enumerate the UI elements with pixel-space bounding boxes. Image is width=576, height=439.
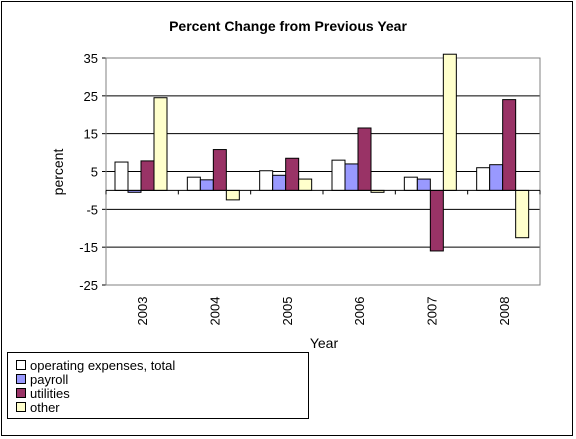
bar: [403, 176, 418, 191]
y-tick-label: 25: [84, 89, 98, 104]
bar: [114, 161, 129, 191]
legend-item: operating expenses, total: [16, 357, 308, 373]
legend-label: operating expenses, total: [30, 357, 176, 373]
bar: [442, 53, 457, 191]
bar: [272, 174, 287, 191]
legend: operating expenses, total payroll utilitie…: [7, 352, 309, 419]
plot-border: [105, 57, 541, 286]
bar: [199, 179, 214, 191]
legend-item: other: [16, 399, 308, 415]
bar: [331, 159, 346, 191]
x-tick-label: 2003: [135, 297, 150, 326]
bar: [140, 160, 155, 191]
x-axis-label: Year: [310, 335, 339, 351]
y-tick-label: 15: [84, 127, 98, 142]
bar: [212, 149, 227, 191]
plot-area: 35 25 15 5 -5 -15 -25 2003 2004 2005 2006 2007 2008: [79, 51, 541, 326]
legend-item: payroll: [16, 371, 308, 387]
bar: [489, 164, 504, 191]
y-tick-label: -15: [79, 240, 98, 255]
bar: [344, 163, 359, 191]
bar: [186, 176, 201, 191]
chart-title: Percent Change from Previous Year: [169, 18, 407, 34]
legend-label: other: [30, 399, 60, 415]
y-tick-label: -5: [86, 202, 98, 217]
bar: [225, 189, 240, 201]
bar: [515, 189, 530, 239]
bar: [259, 170, 274, 191]
x-tick-label: 2007: [425, 297, 440, 326]
x-tick-label: 2008: [497, 297, 512, 326]
legend-label: payroll: [30, 371, 69, 387]
y-tick-label: -25: [79, 278, 98, 293]
bar: [357, 127, 372, 191]
x-tick-label: 2006: [352, 297, 367, 326]
y-tick-label: 5: [91, 165, 98, 180]
legend-swatch: [16, 402, 26, 412]
bar: [476, 167, 491, 191]
legend-item: utilities: [16, 385, 308, 401]
x-tick-label: 2005: [280, 297, 295, 326]
bar: [429, 189, 444, 252]
legend-swatch: [16, 360, 26, 370]
bar: [416, 178, 431, 191]
bar: [298, 178, 313, 191]
legend-label: utilities: [30, 385, 70, 401]
bar: [153, 97, 168, 191]
bar: [285, 157, 300, 191]
legend-swatch: [16, 388, 26, 398]
bar: [502, 99, 517, 191]
x-tick-label: 2004: [208, 297, 223, 326]
y-axis-label: percent: [50, 149, 66, 196]
y-tick-label: 35: [84, 51, 98, 66]
legend-swatch: [16, 374, 26, 384]
